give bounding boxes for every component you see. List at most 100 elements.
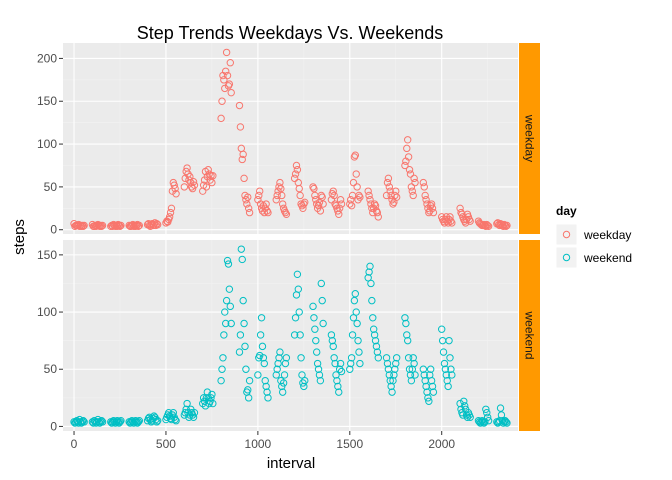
data-point — [483, 220, 491, 229]
data-point — [280, 371, 289, 379]
series-weekday — [70, 48, 511, 230]
data-point — [402, 319, 410, 328]
data-point — [282, 210, 291, 219]
data-point — [203, 388, 212, 396]
data-point — [261, 376, 269, 385]
data-point — [79, 417, 87, 425]
y-tick-label: 50 — [44, 362, 58, 376]
data-point — [278, 388, 287, 396]
data-point — [237, 245, 246, 253]
data-point — [369, 314, 377, 322]
legend-items: weekday weekend — [555, 223, 632, 269]
data-point — [428, 382, 437, 391]
data-point — [153, 418, 161, 426]
data-point — [170, 181, 178, 189]
data-point — [419, 178, 428, 187]
data-point — [406, 170, 415, 178]
data-point — [446, 354, 454, 362]
data-point — [382, 191, 391, 200]
data-point — [225, 285, 234, 293]
data-point — [384, 174, 393, 183]
data-point — [336, 196, 345, 204]
y-tick-label: 150 — [37, 94, 57, 108]
data-point — [419, 365, 428, 373]
data-point — [275, 183, 283, 191]
data-point — [407, 183, 416, 191]
data-point — [466, 413, 474, 421]
data-point — [292, 161, 301, 170]
data-point — [301, 198, 309, 207]
data-point — [254, 371, 262, 379]
data-point — [217, 376, 225, 385]
data-point — [365, 191, 373, 200]
data-point — [334, 382, 342, 391]
data-point — [244, 204, 253, 213]
data-point — [264, 394, 272, 402]
data-point — [327, 331, 336, 339]
data-point — [428, 204, 437, 213]
data-point — [171, 415, 179, 424]
data-point — [405, 166, 414, 174]
data-point — [382, 354, 391, 362]
data-point — [153, 220, 161, 228]
data-point — [256, 351, 264, 360]
data-point — [392, 354, 401, 362]
data-point — [116, 418, 124, 426]
data-point — [240, 319, 248, 328]
data-point — [134, 222, 143, 230]
data-point — [208, 178, 216, 187]
data-point — [356, 359, 364, 368]
data-point — [368, 296, 376, 305]
chart-title: Step Trends Weekdays Vs. Weekends — [137, 23, 444, 43]
data-point — [240, 174, 248, 183]
data-point — [366, 196, 374, 204]
data-point — [263, 388, 271, 396]
data-point — [411, 178, 419, 187]
data-point — [427, 376, 436, 385]
data-point — [260, 359, 269, 368]
data-point — [463, 413, 472, 421]
data-point — [404, 354, 413, 362]
data-point — [483, 221, 492, 230]
legend-key-symbol — [562, 253, 571, 262]
data-point — [328, 336, 337, 345]
data-point — [243, 200, 251, 208]
data-point — [242, 365, 250, 373]
data-point — [301, 376, 309, 385]
data-point — [319, 319, 327, 328]
data-point — [312, 348, 321, 356]
data-point — [291, 170, 300, 178]
data-point — [319, 200, 327, 208]
data-point — [410, 174, 418, 183]
y-tick-label: 100 — [37, 137, 57, 151]
data-point — [424, 394, 432, 402]
data-point — [217, 114, 225, 123]
data-point — [219, 354, 227, 362]
data-point — [298, 371, 306, 379]
y-tick-label: 50 — [44, 180, 58, 194]
data-point — [364, 274, 372, 282]
legend-label: weekend — [583, 251, 632, 265]
data-point — [220, 76, 228, 84]
data-point — [245, 376, 254, 385]
data-point — [223, 71, 232, 80]
data-point — [300, 382, 308, 391]
data-point — [318, 193, 326, 201]
data-point — [295, 308, 303, 316]
data-point — [236, 123, 245, 131]
data-point — [313, 359, 322, 368]
data-point — [369, 208, 377, 217]
data-point — [227, 319, 235, 328]
data-point — [392, 359, 400, 368]
data-point — [209, 172, 217, 180]
data-point — [316, 376, 325, 385]
data-point — [317, 279, 325, 288]
x-tick-label: 1500 — [336, 437, 363, 451]
data-point — [426, 365, 435, 373]
data-point — [335, 365, 344, 373]
data-point — [318, 296, 326, 305]
data-point — [423, 200, 431, 208]
data-point — [131, 222, 140, 230]
data-point — [501, 417, 509, 425]
data-point — [238, 155, 246, 164]
